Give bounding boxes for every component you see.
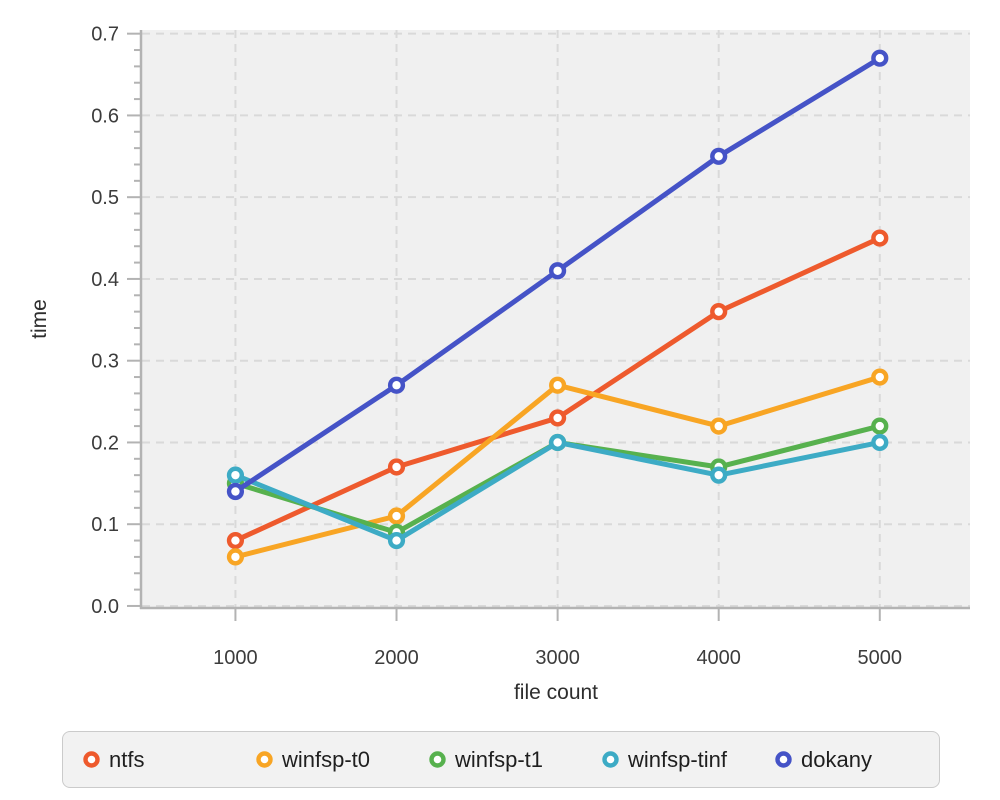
data-point-marker-ntfs xyxy=(710,303,728,321)
data-point-marker-ntfs xyxy=(226,531,245,550)
y-tick-label: 0.5 xyxy=(91,187,119,209)
y-tick-label: 0.0 xyxy=(91,596,119,618)
y-tick-label: 0.1 xyxy=(91,514,119,536)
data-point-marker-ntfs xyxy=(871,229,889,247)
dokany-swatch-icon xyxy=(775,751,792,768)
legend-item-ntfs: ntfs xyxy=(83,747,256,773)
legend-label: ntfs xyxy=(109,746,145,772)
y-tick-label: 0.6 xyxy=(91,105,119,127)
data-point-marker-winfsp-t0 xyxy=(387,507,406,525)
winfsp-tinf-swatch-icon xyxy=(602,751,619,768)
winfsp-t0-swatch-icon xyxy=(256,751,273,768)
data-point-marker-winfsp-t0 xyxy=(710,417,728,435)
y-axis-title: time xyxy=(28,299,51,339)
data-point-marker-dokany xyxy=(871,49,889,67)
x-tick-label: 2000 xyxy=(374,647,419,669)
data-point-marker-winfsp-t1 xyxy=(871,417,889,435)
y-tick-label: 0.7 xyxy=(91,24,119,46)
data-point-marker-ntfs xyxy=(549,409,567,427)
data-point-marker-winfsp-tinf xyxy=(226,466,245,484)
data-point-marker-ntfs xyxy=(387,458,406,476)
data-point-marker-dokany xyxy=(387,376,406,394)
legend-item-winfsp-t1: winfsp-t1 xyxy=(429,747,602,773)
data-point-marker-winfsp-tinf xyxy=(387,531,406,550)
x-tick-label: 3000 xyxy=(535,647,580,669)
data-point-marker-winfsp-t0 xyxy=(871,368,889,386)
y-tick-label: 0.4 xyxy=(91,269,119,291)
legend-item-dokany: dokany xyxy=(775,747,872,773)
data-point-marker-winfsp-tinf xyxy=(549,433,567,452)
legend-label: winfsp-t0 xyxy=(282,746,371,772)
legend-item-winfsp-tinf: winfsp-tinf xyxy=(602,747,775,773)
data-point-marker-winfsp-tinf xyxy=(710,466,728,484)
x-tick-label: 4000 xyxy=(696,647,741,669)
legend: ntfs winfsp-t0 winfsp-t1 winfsp-tinf dokany xyxy=(62,731,940,788)
x-tick-label: 5000 xyxy=(858,647,903,669)
x-tick-label: 1000 xyxy=(213,647,258,669)
data-point-marker-dokany xyxy=(549,262,567,280)
legend-label: winfsp-t1 xyxy=(455,746,544,772)
y-tick-label: 0.3 xyxy=(91,351,119,373)
data-point-marker-winfsp-tinf xyxy=(871,433,889,452)
ntfs-swatch-icon xyxy=(83,751,100,768)
plot-area xyxy=(142,30,970,608)
data-point-marker-dokany xyxy=(226,482,245,501)
legend-label: winfsp-tinf xyxy=(628,746,728,772)
data-point-marker-winfsp-t0 xyxy=(226,548,245,566)
line-chart: 0.0 0.1 0.2 0.3 0.4 0.5 0.6 0.7 1000 2000 3000 4000… xyxy=(28,24,970,704)
winfsp-t1-swatch-icon xyxy=(429,751,446,768)
legend-label: dokany xyxy=(801,746,872,772)
data-point-marker-winfsp-t0 xyxy=(549,376,567,394)
x-axis-title: file count xyxy=(514,681,598,704)
legend-item-winfsp-t0: winfsp-t0 xyxy=(256,747,429,773)
y-tick-label: 0.2 xyxy=(91,432,119,454)
data-point-marker-dokany xyxy=(710,147,728,165)
